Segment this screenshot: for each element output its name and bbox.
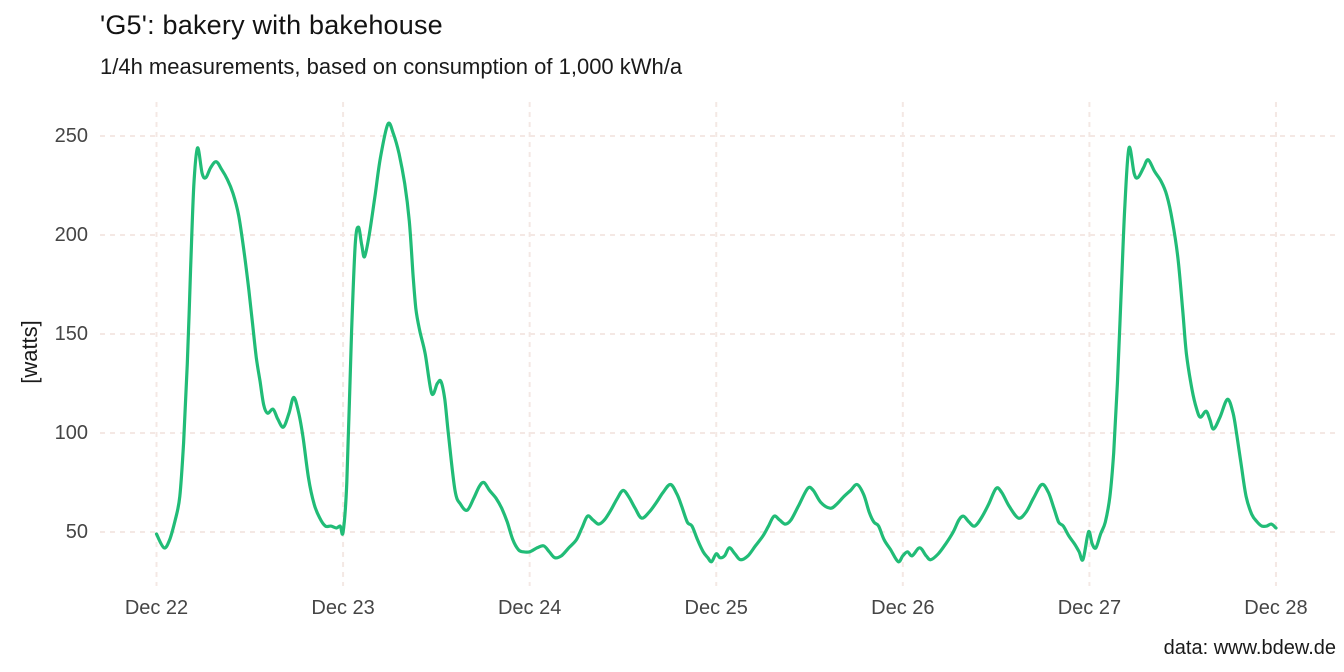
y-tick-label: 250 (54, 125, 88, 147)
chart-caption: data: www.bdew.de (1163, 637, 1336, 659)
x-tick-label: Dec 24 (497, 597, 562, 619)
y-tick-label: 150 (54, 323, 88, 345)
y-tick-label: 50 (65, 521, 88, 543)
chart-subtitle: 1/4h measurements, based on consumption … (100, 54, 683, 79)
load-profile-line (154, 121, 1278, 564)
x-tick-label: Dec 25 (684, 597, 748, 619)
y-tick-label: 100 (54, 422, 88, 444)
gridlines (100, 102, 1340, 586)
y-tick-label: 200 (54, 224, 88, 246)
x-tick-label: Dec 23 (311, 597, 375, 619)
data-series-line (154, 121, 1278, 564)
x-tick-label: Dec 26 (871, 597, 935, 619)
x-tick-label: Dec 28 (1244, 597, 1308, 619)
x-tick-label: Dec 27 (1057, 597, 1122, 619)
x-tick-label: Dec 22 (124, 597, 189, 619)
chart-title: 'G5': bakery with bakehouse (100, 10, 443, 40)
